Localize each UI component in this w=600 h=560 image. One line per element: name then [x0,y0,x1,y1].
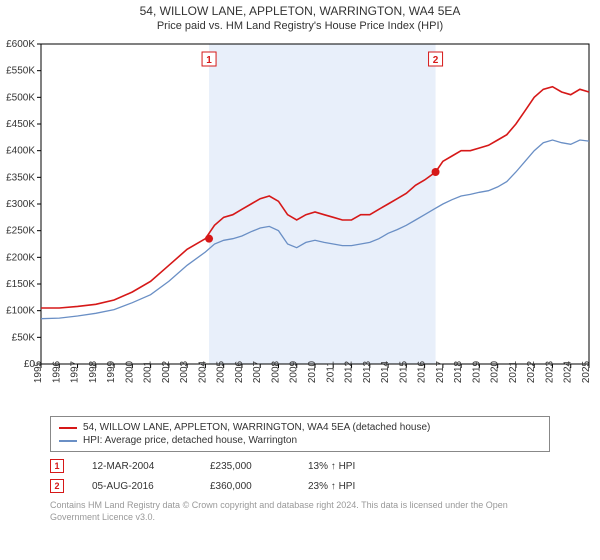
y-tick-label: £100K [6,306,35,317]
sale-row-marker: 1 [50,459,64,473]
x-tick-label: 2024 [563,360,574,383]
sale-row-pct: 13% ↑ HPI [308,461,388,472]
y-tick-label: £600K [6,39,35,50]
y-tick-label: £450K [6,119,35,130]
y-tick-label: £350K [6,172,35,183]
y-tick-label: £250K [6,226,35,237]
x-tick-label: 2001 [143,360,154,383]
sale-point-1 [205,235,213,243]
x-tick-label: 2019 [471,360,482,383]
sale-row-price: £360,000 [210,481,280,492]
legend-swatch [59,440,77,442]
x-tick-label: 2009 [289,360,300,383]
y-tick-label: £150K [6,279,35,290]
sale-row-date: 05-AUG-2016 [92,481,182,492]
sale-row-price: £235,000 [210,461,280,472]
x-tick-label: 2008 [270,360,281,383]
sale-row: 2 05-AUG-2016 £360,000 23% ↑ HPI [50,476,550,496]
x-tick-label: 2007 [252,360,263,383]
x-tick-label: 2018 [453,360,464,383]
y-tick-label: £50K [12,332,36,343]
legend-row: HPI: Average price, detached house, Warr… [59,434,541,447]
legend-swatch [59,427,77,429]
x-tick-label: 2020 [490,360,501,383]
legend-label: HPI: Average price, detached house, Warr… [83,435,297,446]
x-tick-label: 1999 [106,360,117,383]
x-tick-label: 2000 [124,360,135,383]
x-tick-label: 2012 [344,360,355,383]
legend: 54, WILLOW LANE, APPLETON, WARRINGTON, W… [50,416,550,452]
x-tick-label: 2011 [325,361,336,383]
sale-marker-num-1: 1 [206,55,212,66]
x-tick-label: 2006 [234,360,245,383]
x-tick-label: 2025 [581,360,592,383]
x-tick-label: 2010 [307,360,318,383]
x-tick-label: 1996 [51,360,62,383]
chart-svg: £0£50K£100K£150K£200K£250K£300K£350K£400… [35,38,595,408]
sale-row-date: 12-MAR-2004 [92,461,182,472]
legend-label: 54, WILLOW LANE, APPLETON, WARRINGTON, W… [83,422,430,433]
x-tick-label: 2023 [544,360,555,383]
x-tick-label: 2005 [216,360,227,383]
x-tick-label: 2017 [435,360,446,383]
x-tick-label: 2022 [526,360,537,383]
y-tick-label: £500K [6,92,35,103]
y-tick-label: £550K [6,66,35,77]
sale-point-2 [432,168,440,176]
sale-row: 1 12-MAR-2004 £235,000 13% ↑ HPI [50,456,550,476]
highlight-band [209,44,436,364]
x-tick-label: 2014 [380,360,391,383]
x-tick-label: 2016 [417,360,428,383]
attribution-text: Contains HM Land Registry data © Crown c… [50,500,550,523]
x-tick-label: 2004 [197,360,208,383]
sales-table: 1 12-MAR-2004 £235,000 13% ↑ HPI 2 05-AUG-201… [50,456,550,496]
x-tick-label: 2015 [398,360,409,383]
x-tick-label: 2021 [508,360,519,383]
y-tick-label: £200K [6,252,35,263]
chart-area: £0£50K£100K£150K£200K£250K£300K£350K£400… [35,38,595,408]
sale-row-marker: 2 [50,479,64,493]
x-tick-label: 1997 [70,360,81,383]
chart-title: 54, WILLOW LANE, APPLETON, WARRINGTON, W… [0,4,600,18]
x-tick-label: 1998 [88,360,99,383]
sale-marker-num-2: 2 [433,55,439,66]
sale-row-pct: 23% ↑ HPI [308,481,388,492]
chart-subtitle: Price paid vs. HM Land Registry's House … [0,20,600,32]
legend-row: 54, WILLOW LANE, APPLETON, WARRINGTON, W… [59,421,541,434]
y-tick-label: £400K [6,146,35,157]
x-tick-label: 2013 [362,360,373,383]
y-tick-label: £300K [6,199,35,210]
x-tick-label: 2003 [179,360,190,383]
x-tick-label: 2002 [161,360,172,383]
x-tick-label: 1995 [33,360,44,383]
